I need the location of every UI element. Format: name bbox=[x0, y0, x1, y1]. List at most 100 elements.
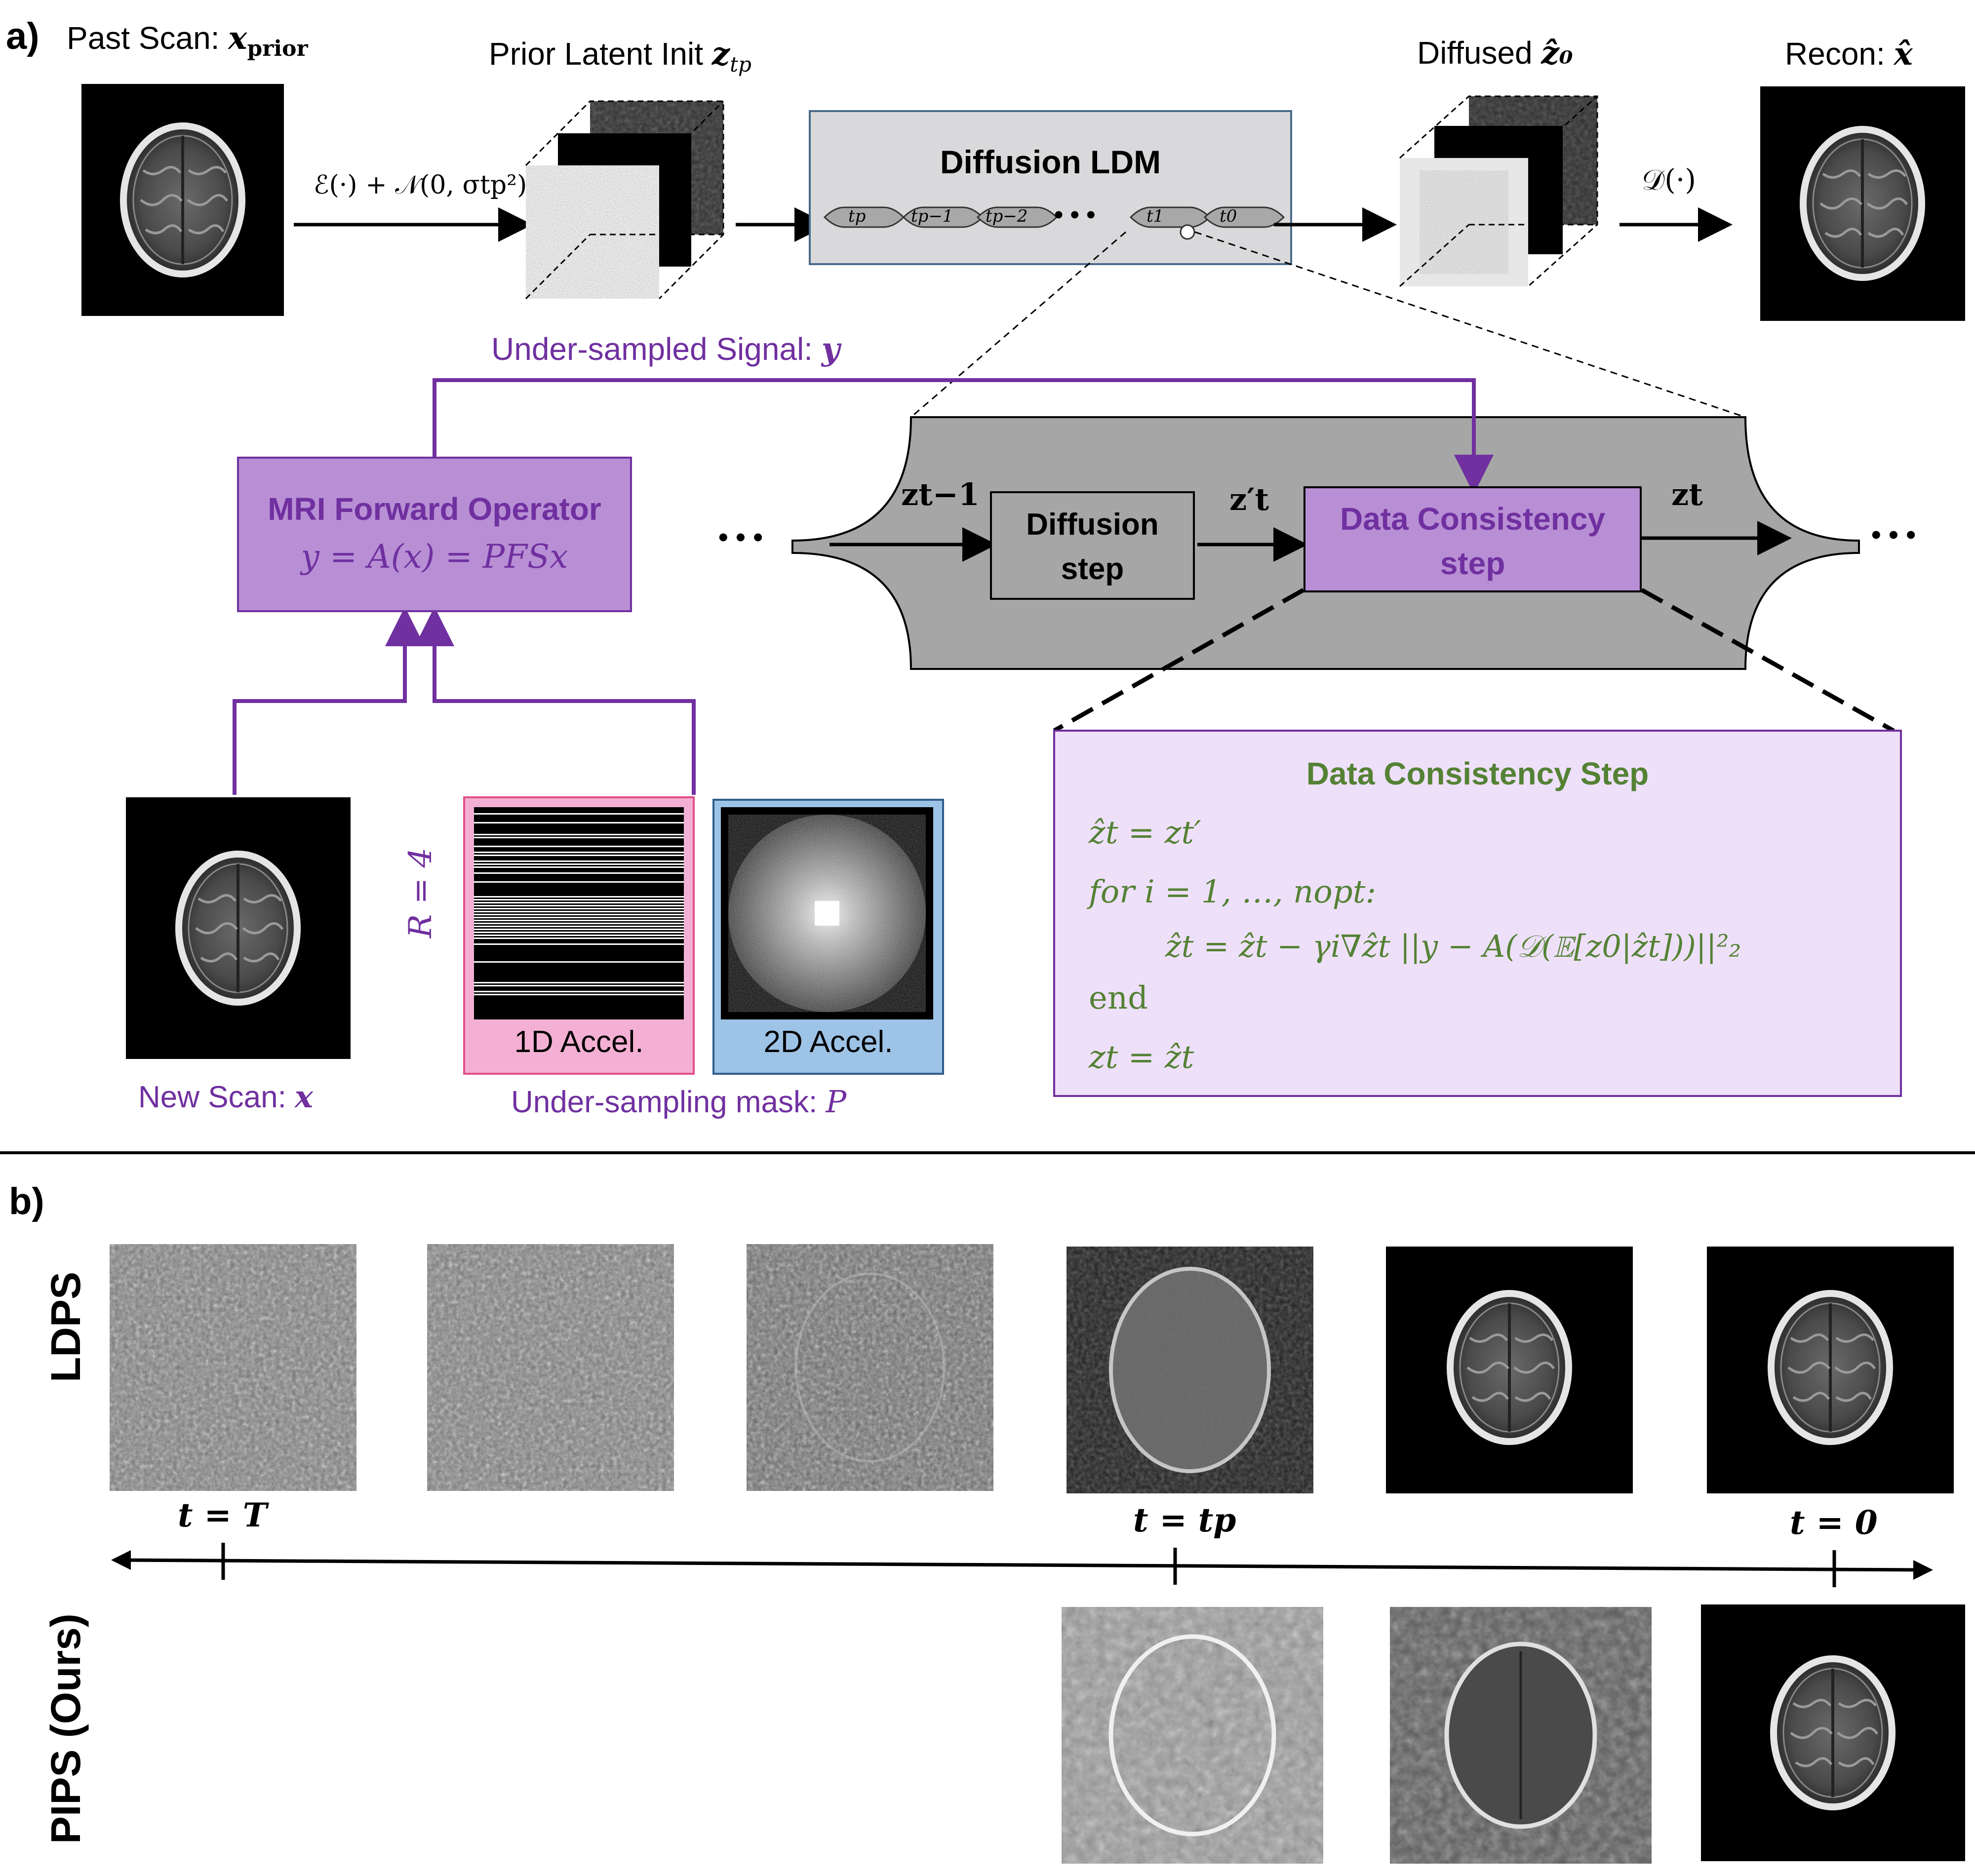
mask-title: Under-sampling mask: P bbox=[511, 1084, 846, 1120]
diffusion-step-line1: Diffusion bbox=[1026, 508, 1159, 542]
mask-1d-line bbox=[474, 852, 684, 853]
signal-label: Under-sampled Signal: bbox=[491, 331, 822, 367]
past-scan-sub: prior bbox=[247, 36, 308, 61]
timestep-ellipsis: • • • bbox=[1054, 200, 1096, 229]
right-dots: • • • bbox=[1871, 519, 1916, 550]
mask-1d-line bbox=[474, 846, 684, 847]
diffused-cube bbox=[1399, 95, 1598, 287]
new-scan-var: x bbox=[295, 1079, 313, 1115]
timestep-tp: tp bbox=[848, 206, 866, 226]
diffusion-ldm-title: Diffusion LDM bbox=[940, 144, 1161, 180]
signal-line bbox=[433, 378, 1494, 494]
dcs-title: Data Consistency Step bbox=[1306, 756, 1649, 791]
timeline-left-arrow bbox=[111, 1550, 131, 1570]
diffused-var: ẑ₀ bbox=[1541, 35, 1573, 72]
mask-1d-line bbox=[474, 935, 684, 936]
decoder-label: 𝒟(·) bbox=[1642, 163, 1696, 196]
recon-label: Recon: bbox=[1785, 36, 1894, 72]
timestep-tp-2: tp−2 bbox=[986, 206, 1028, 226]
past-scan-title: Past Scan: xprior bbox=[67, 20, 308, 61]
mask-1d-line bbox=[474, 923, 684, 924]
mask-1d-lines bbox=[474, 813, 684, 995]
past-scan-var: x bbox=[228, 20, 247, 57]
mri-title: MRI Forward Operator bbox=[268, 491, 601, 527]
dcs-line5: zt = ẑt bbox=[1089, 1039, 1194, 1076]
ldps-row bbox=[110, 1244, 1954, 1493]
z-t-label: zt bbox=[1671, 476, 1703, 512]
recon-var: x̂ bbox=[1894, 36, 1913, 73]
signal-var: y bbox=[821, 331, 840, 368]
mask-1d-line bbox=[474, 920, 684, 921]
mask-1d-line bbox=[474, 899, 684, 900]
newscan-to-mri-line bbox=[233, 607, 425, 795]
tick-T-label: t = T bbox=[178, 1496, 267, 1534]
past-scan-label: Past Scan: bbox=[67, 20, 229, 56]
diffusion-ldm-box bbox=[809, 110, 1292, 265]
new-scan-label: New Scan: bbox=[138, 1080, 295, 1114]
past-scan-brain bbox=[123, 126, 242, 274]
zoom-line-right bbox=[1194, 231, 1746, 418]
tick-tp-label: t = tp bbox=[1133, 1501, 1236, 1539]
mask-1d-line bbox=[474, 943, 684, 945]
mask-1d-line bbox=[474, 982, 684, 983]
timeline-right-arrow bbox=[1913, 1560, 1933, 1580]
timeline bbox=[116, 1558, 1926, 1572]
mask-1d-line bbox=[474, 902, 684, 903]
diffused-label: Diffused bbox=[1417, 35, 1541, 71]
mask-1d-image bbox=[474, 807, 684, 1019]
timestep-t1: t1 bbox=[1146, 206, 1164, 226]
mask-1d-line bbox=[474, 932, 684, 933]
dc-zoom-left bbox=[1053, 588, 1305, 733]
prior-latent-label: Prior Latent Init bbox=[489, 36, 712, 72]
t1-node bbox=[1180, 224, 1195, 240]
mask-1d-line bbox=[474, 929, 684, 930]
mask-1d-line bbox=[474, 837, 684, 838]
prior-latent-cube bbox=[525, 100, 724, 300]
dcs-line4: end bbox=[1089, 980, 1148, 1016]
timestep-chain bbox=[823, 206, 1285, 228]
dcs-line3: ẑt = ẑt − γi∇ẑt ||y − A(𝒟(𝔼[z0|ẑt]))||²₂ bbox=[1165, 928, 1741, 964]
data-consistency-step-box: Data Consistency step bbox=[1304, 486, 1642, 592]
mri-forward-operator-box: MRI Forward Operator y = A(x) = PFSx bbox=[237, 457, 632, 612]
dcs-line1: ẑt = zt′ bbox=[1089, 815, 1201, 851]
mask-1d-line bbox=[474, 994, 684, 995]
mask-1d-line bbox=[474, 908, 684, 909]
mask-1d-line bbox=[474, 860, 684, 862]
mask-1d-line bbox=[474, 938, 684, 939]
tick-0-label: t = 0 bbox=[1790, 1503, 1878, 1542]
new-scan-brain bbox=[179, 854, 297, 1002]
prior-latent-sub: tp bbox=[730, 52, 751, 77]
mask-1d-line bbox=[474, 961, 684, 963]
dc-panel bbox=[1053, 730, 1902, 1097]
mask-1d-line bbox=[474, 911, 684, 912]
dc-zoom-right bbox=[1640, 588, 1895, 733]
mask-var: P bbox=[826, 1084, 847, 1120]
left-dots: • • • bbox=[718, 521, 763, 552]
recon-brain bbox=[1803, 129, 1922, 277]
dcs-line2: for i = 1, …, nopt: bbox=[1089, 874, 1377, 910]
accel-2d-label: 2D Accel. bbox=[763, 1025, 893, 1059]
ldps-row-label: LDPS bbox=[42, 1271, 89, 1382]
z-prev-label: zt−1 bbox=[901, 476, 980, 512]
mask-1d-line bbox=[474, 822, 684, 823]
mask-1d-line bbox=[474, 905, 684, 906]
mri-equation: y = A(x) = PFSx bbox=[301, 538, 568, 576]
timestep-tp-1: tp−1 bbox=[911, 206, 953, 226]
new-scan-title: New Scan: x bbox=[138, 1079, 313, 1115]
diffusion-step-box: Diffusion step bbox=[990, 491, 1195, 600]
panel-b-label: b) bbox=[9, 1180, 44, 1222]
mask-1d-line bbox=[474, 834, 684, 835]
dc-step-line2: step bbox=[1440, 546, 1505, 581]
mask-1d-line bbox=[474, 863, 684, 865]
z-prime-label: z′t bbox=[1229, 481, 1269, 517]
mask-to-mri-line bbox=[415, 607, 696, 795]
mask-1d-line bbox=[474, 926, 684, 927]
mask-2d-center bbox=[815, 901, 839, 926]
mask-1d-line bbox=[474, 866, 684, 868]
mask-1d-line bbox=[474, 917, 684, 918]
mask-1d-line bbox=[474, 896, 684, 898]
diffused-title: Diffused ẑ₀ bbox=[1417, 35, 1573, 72]
pips-row bbox=[1062, 1604, 1965, 1864]
encoder-label: ℰ(·) + 𝒩(0, σtp²) bbox=[314, 170, 527, 200]
